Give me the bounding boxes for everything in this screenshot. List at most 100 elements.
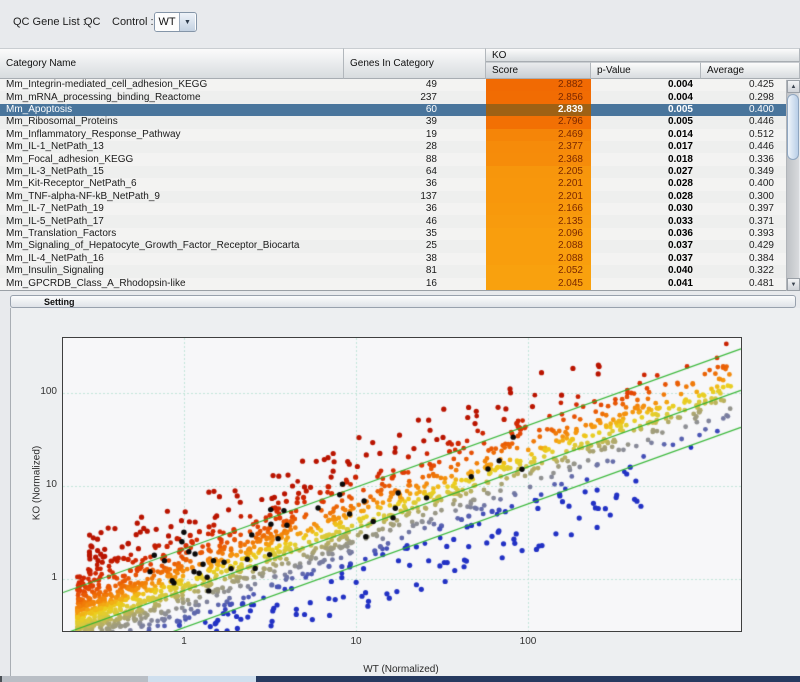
column-header-label: Category Name [6,58,77,69]
average-cell: 0.425 [748,79,774,91]
x-tick-100: 100 [519,636,537,647]
table-row[interactable]: Mm_IL-3_NetPath_15 64 2.205 0.027 0.349 [0,165,786,179]
score-cell: 2.377 [486,141,591,154]
category-name-cell: Mm_TNF-alpha-NF-kB_NetPath_9 [6,190,160,202]
table-row[interactable]: Mm_Translation_Factors 35 2.096 0.036 0.393 [0,227,786,241]
p-value-cell: 0.005 [667,116,693,128]
category-name-cell: Mm_IL-3_NetPath_15 [6,166,104,178]
table-row[interactable]: Mm_GPCRDB_Class_A_Rhodopsin-like 16 2.045 0… [0,277,786,290]
p-value-cell: 0.018 [667,153,693,165]
genes-in-category-cell: 237 [420,91,437,103]
x-tick-1: 1 [181,636,187,647]
table-row[interactable]: Mm_IL-5_NetPath_17 46 2.135 0.033 0.371 [0,215,786,228]
table-row[interactable]: Mm_IL-1_NetPath_13 28 2.377 0.017 0.446 [0,141,786,154]
genes-in-category-cell: 60 [425,104,437,116]
score-cell: 2.201 [486,178,591,191]
group-header-label: KO [492,49,507,61]
score-cell: 2.882 [486,79,591,92]
table-scrollbar-thumb[interactable] [787,94,799,160]
chevron-down-icon[interactable]: ▼ [179,13,195,31]
category-name-cell: Mm_GPCRDB_Class_A_Rhodopsin-like [6,277,186,289]
column-header-genes-in-category[interactable]: Genes In Category [344,48,486,79]
genes-in-category-cell: 49 [425,79,437,91]
toolbar: QC Gene List : QC Control : WT ▼ [0,0,800,47]
genes-in-category-cell: 19 [425,128,437,140]
scroll-down-button[interactable]: ▼ [787,278,800,291]
y-tick-100: 100 [40,386,57,397]
category-name-cell: Mm_Ribosomal_Proteins [6,116,118,128]
table-row[interactable]: Mm_mRNA_processing_binding_Reactome 237 2.… [0,91,786,104]
arrow-down-icon: ▼ [790,281,797,288]
category-name-cell: Mm_Insulin_Signaling [6,265,104,277]
p-value-cell: 0.005 [667,104,693,116]
score-cell: 2.052 [486,265,591,278]
score-cell: 2.469 [486,128,591,142]
qc-gene-list-label: QC Gene List : [13,16,86,28]
score-cell: 2.201 [486,190,591,204]
x-tick-10: 10 [350,636,362,647]
score-cell: 2.166 [486,203,591,216]
table-row[interactable]: Mm_Integrin-mediated_cell_adhesion_KEGG 4… [0,79,786,92]
table-scrollbar-track[interactable]: ▲ ▼ [786,80,800,291]
average-cell: 0.397 [748,203,774,215]
category-name-cell: Mm_Kit-Receptor_NetPath_6 [6,178,137,190]
average-cell: 0.481 [748,277,774,289]
average-cell: 0.446 [748,116,774,128]
table-row[interactable]: Mm_Focal_adhesion_KEGG 88 2.368 0.018 0.336 [0,153,786,166]
x-axis-label: WT (Normalized) [363,664,439,675]
table-row[interactable]: Mm_Inflammatory_Response_Pathway 19 2.469 0… [0,128,786,142]
category-name-cell: Mm_IL-4_NetPath_16 [6,252,104,264]
genes-in-category-cell: 16 [425,277,437,289]
table-row[interactable]: Mm_IL-4_NetPath_16 38 2.088 0.037 0.384 [0,252,786,266]
score-cell: 2.856 [486,91,591,104]
p-value-cell: 0.027 [667,166,693,178]
setting-panel-header[interactable]: Setting [10,295,796,308]
column-header-score[interactable]: Score ▼ [486,62,591,79]
column-header-category-name[interactable]: Category Name [0,48,344,79]
genes-in-category-cell: 39 [425,116,437,128]
bottom-scrollbar-track[interactable] [2,676,148,682]
table-row[interactable]: Mm_Kit-Receptor_NetPath_6 36 2.201 0.028 0.4… [0,178,786,191]
category-name-cell: Mm_Inflammatory_Response_Pathway [6,128,181,140]
column-header-label: Score [492,65,519,76]
control-label: Control : [112,16,154,28]
category-name-cell: Mm_Signaling_of_Hepatocyte_Growth_Factor… [6,240,300,252]
column-header-label: p-Value [597,65,631,76]
table-row[interactable]: Mm_Ribosomal_Proteins 39 2.796 0.005 0.446 [0,116,786,129]
p-value-cell: 0.028 [667,190,693,202]
table-row[interactable]: Mm_Signaling_of_Hepatocyte_Growth_Factor… [0,240,786,253]
qc-gene-list-value: QC [84,16,101,28]
column-header-p-value[interactable]: p-Value [591,62,701,79]
average-cell: 0.512 [748,128,774,140]
table-row[interactable]: Mm_Insulin_Signaling 81 2.052 0.040 0.322 [0,265,786,278]
table-row[interactable]: Mm_TNF-alpha-NF-kB_NetPath_9 137 2.201 0.02… [0,190,786,204]
table-row[interactable]: Mm_Apoptosis 60 2.839 0.005 0.400 [0,103,786,117]
average-cell: 0.322 [748,265,774,277]
average-cell: 0.384 [748,252,774,264]
column-header-average[interactable]: Average [701,62,800,79]
category-name-cell: Mm_Translation_Factors [6,228,117,240]
table-row[interactable]: Mm_IL-7_NetPath_19 36 2.166 0.030 0.397 [0,203,786,216]
average-cell: 0.349 [748,166,774,178]
category-name-cell: Mm_Apoptosis [6,104,73,116]
scatter-plot-canvas[interactable] [62,337,742,632]
p-value-cell: 0.037 [667,252,693,264]
average-cell: 0.298 [748,91,774,103]
genes-in-category-cell: 25 [425,240,437,252]
category-name-cell: Mm_IL-7_NetPath_19 [6,203,104,215]
y-tick-10: 10 [45,479,57,490]
window-edge [0,676,2,682]
score-cell: 2.045 [486,277,591,290]
bottom-scrollbar-thumb[interactable] [148,676,256,682]
arrow-up-icon: ▲ [790,83,797,90]
score-cell: 2.205 [486,165,591,179]
group-header-ko: KO [486,48,800,62]
genes-in-category-cell: 28 [425,141,437,153]
score-cell: 2.088 [486,240,591,253]
scroll-up-button[interactable]: ▲ [787,80,800,93]
score-cell: 2.796 [486,116,591,129]
average-cell: 0.400 [748,104,774,116]
category-name-cell: Mm_IL-1_NetPath_13 [6,141,104,153]
control-combobox[interactable]: WT ▼ [154,12,197,32]
category-name-cell: Mm_mRNA_processing_binding_Reactome [6,91,201,103]
